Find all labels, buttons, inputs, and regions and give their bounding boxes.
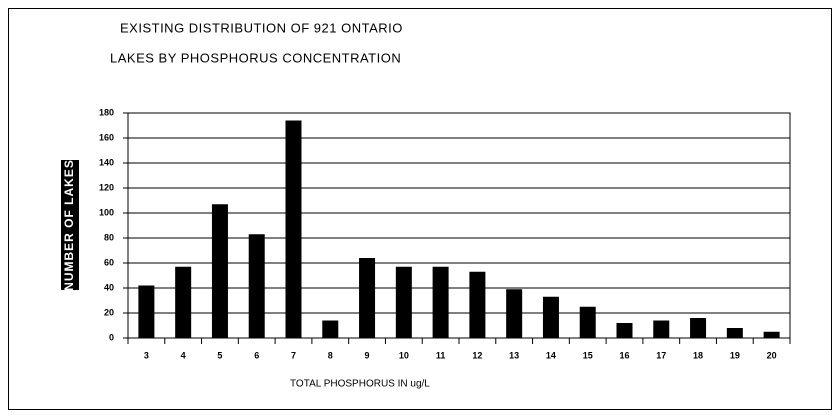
bar xyxy=(469,271,486,338)
x-tick-label: 14 xyxy=(546,350,556,360)
y-axis-label: NUMBER OF LAKES xyxy=(62,159,76,291)
x-tick-label: 7 xyxy=(291,350,296,360)
bar xyxy=(322,320,339,338)
y-tick-label: 0 xyxy=(109,332,114,342)
x-tick-label: 9 xyxy=(365,350,370,360)
x-tick-label: 8 xyxy=(328,350,333,360)
x-tick-label: 19 xyxy=(730,350,740,360)
y-tick-label: 80 xyxy=(104,232,114,242)
x-tick-label: 13 xyxy=(509,350,519,360)
x-tick-label: 18 xyxy=(693,350,703,360)
chart-title: EXISTING DISTRIBUTION OF 921 ONTARIO xyxy=(120,20,403,35)
bar xyxy=(506,289,523,338)
bar xyxy=(763,331,780,338)
x-tick-label: 3 xyxy=(144,350,149,360)
bar xyxy=(653,320,670,338)
bar xyxy=(542,296,559,338)
y-label-bg xyxy=(61,160,79,290)
bar xyxy=(175,266,192,338)
x-tick-label: 20 xyxy=(767,350,777,360)
x-tick-label: 10 xyxy=(399,350,409,360)
bar xyxy=(726,328,743,338)
bar xyxy=(211,204,228,338)
x-tick-label: 11 xyxy=(436,350,446,360)
y-tick-label: 140 xyxy=(99,157,114,167)
bar xyxy=(395,266,412,338)
bar xyxy=(432,266,449,338)
x-tick-label: 15 xyxy=(583,350,593,360)
x-tick-label: 12 xyxy=(472,350,482,360)
x-tick-label: 4 xyxy=(181,350,186,360)
x-tick-label: 5 xyxy=(217,350,222,360)
bar xyxy=(579,306,596,338)
frame xyxy=(8,8,832,410)
bar xyxy=(285,120,302,338)
bar xyxy=(248,234,265,338)
chart-title: LAKES BY PHOSPHORUS CONCENTRATION xyxy=(110,50,401,65)
y-tick-label: 180 xyxy=(99,107,114,117)
bar xyxy=(138,285,155,338)
x-tick-label: 17 xyxy=(656,350,666,360)
x-tick-label: 6 xyxy=(254,350,259,360)
bar xyxy=(690,318,707,338)
x-tick-label: 16 xyxy=(619,350,629,360)
bar xyxy=(359,258,376,338)
y-tick-label: 120 xyxy=(99,182,114,192)
y-tick-label: 20 xyxy=(104,307,114,317)
y-tick-label: 100 xyxy=(99,207,114,217)
x-axis-label: TOTAL PHOSPHORUS IN ug/L xyxy=(290,379,430,390)
y-tick-label: 40 xyxy=(104,282,114,292)
bar xyxy=(616,323,633,338)
y-tick-label: 160 xyxy=(99,132,114,142)
y-tick-label: 60 xyxy=(104,257,114,267)
